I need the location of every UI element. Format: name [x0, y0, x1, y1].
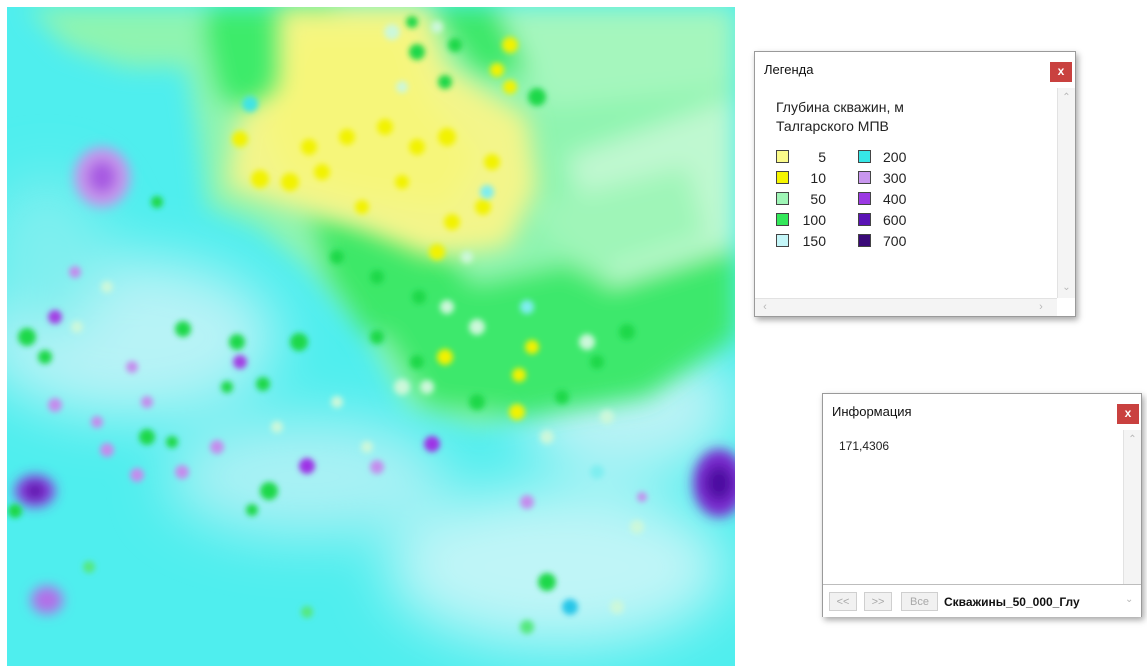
legend-swatch — [858, 171, 871, 184]
legend-item: 200 — [858, 146, 906, 167]
legend-value: 150 — [802, 232, 826, 249]
legend-value: 100 — [802, 211, 826, 228]
depth-raster-map[interactable] — [7, 7, 735, 666]
legend-swatch — [776, 234, 789, 247]
legend-swatch — [858, 213, 871, 226]
legend-title: Легенда — [764, 62, 814, 77]
legend-horizontal-scrollbar[interactable]: ‹ › — [755, 298, 1057, 316]
well-dots-purple — [48, 266, 647, 509]
info-toolbar: << >> Все Скважины_50_000_Глу ⌄ — [823, 584, 1141, 617]
legend-value: 400 — [883, 190, 907, 207]
well-dots-cyan — [242, 96, 604, 615]
legend-item: 400 — [858, 188, 906, 209]
info-vertical-scrollbar[interactable]: ⌃ — [1123, 430, 1141, 584]
legend-value: 700 — [883, 232, 907, 249]
legend-item: 600 — [858, 209, 906, 230]
map-canvas — [7, 7, 735, 666]
well-dots-pale — [71, 21, 644, 614]
legend-value: 200 — [883, 148, 907, 165]
legend-vertical-scrollbar[interactable]: ⌃ ⌄ — [1057, 88, 1075, 298]
well-dots-green — [8, 16, 635, 634]
legend-value: 10 — [810, 169, 826, 186]
legend-panel: Легенда x Глубина скважин, м Талгарского… — [754, 51, 1076, 317]
scroll-down-icon[interactable]: ⌄ — [1062, 282, 1071, 293]
legend-value: 50 — [810, 190, 826, 207]
legend-value: 300 — [883, 169, 907, 186]
previous-record-button[interactable]: << — [829, 592, 857, 611]
legend-swatch — [776, 150, 789, 163]
scroll-left-icon[interactable]: ‹ — [763, 301, 767, 313]
legend-list-right: 200 300 400 600 700 — [858, 146, 906, 251]
legend-value: 5 — [818, 148, 826, 165]
info-close-button[interactable]: x — [1117, 404, 1139, 424]
info-panel: Информация x 171,4306 ⌃ << >> Все Скважи… — [822, 393, 1142, 617]
legend-item: 10 — [776, 167, 826, 188]
legend-value: 600 — [883, 211, 907, 228]
scroll-right-icon[interactable]: › — [1039, 301, 1043, 313]
legend-swatch — [858, 192, 871, 205]
chevron-down-icon[interactable]: ⌄ — [1125, 594, 1134, 605]
legend-swatch — [776, 213, 789, 226]
legend-list-left: 5 10 50 100 150 — [776, 146, 826, 251]
legend-heading-line1: Глубина скважин, м — [776, 99, 904, 115]
layer-name-label: Скважины_50_000_Глу — [944, 595, 1080, 609]
scroll-up-icon[interactable]: ⌃ — [1062, 92, 1071, 103]
info-title: Информация — [832, 404, 912, 419]
legend-swatch — [858, 234, 871, 247]
legend-item: 150 — [776, 230, 826, 251]
info-value: 171,4306 — [839, 439, 890, 453]
legend-heading: Глубина скважин, м Талгарского МПВ — [776, 98, 904, 136]
legend-item: 700 — [858, 230, 906, 251]
legend-item: 5 — [776, 146, 826, 167]
legend-item: 300 — [858, 167, 906, 188]
well-dots-yellow — [232, 37, 539, 420]
legend-item: 50 — [776, 188, 826, 209]
legend-item: 100 — [776, 209, 826, 230]
legend-swatch — [858, 150, 871, 163]
show-all-button[interactable]: Все — [901, 592, 938, 611]
scroll-up-icon[interactable]: ⌃ — [1128, 434, 1137, 445]
legend-heading-line2: Талгарского МПВ — [776, 118, 889, 134]
legend-swatch — [776, 192, 789, 205]
next-record-button[interactable]: >> — [864, 592, 892, 611]
legend-swatch — [776, 171, 789, 184]
legend-close-button[interactable]: x — [1050, 62, 1072, 82]
purple-zones — [15, 147, 735, 614]
